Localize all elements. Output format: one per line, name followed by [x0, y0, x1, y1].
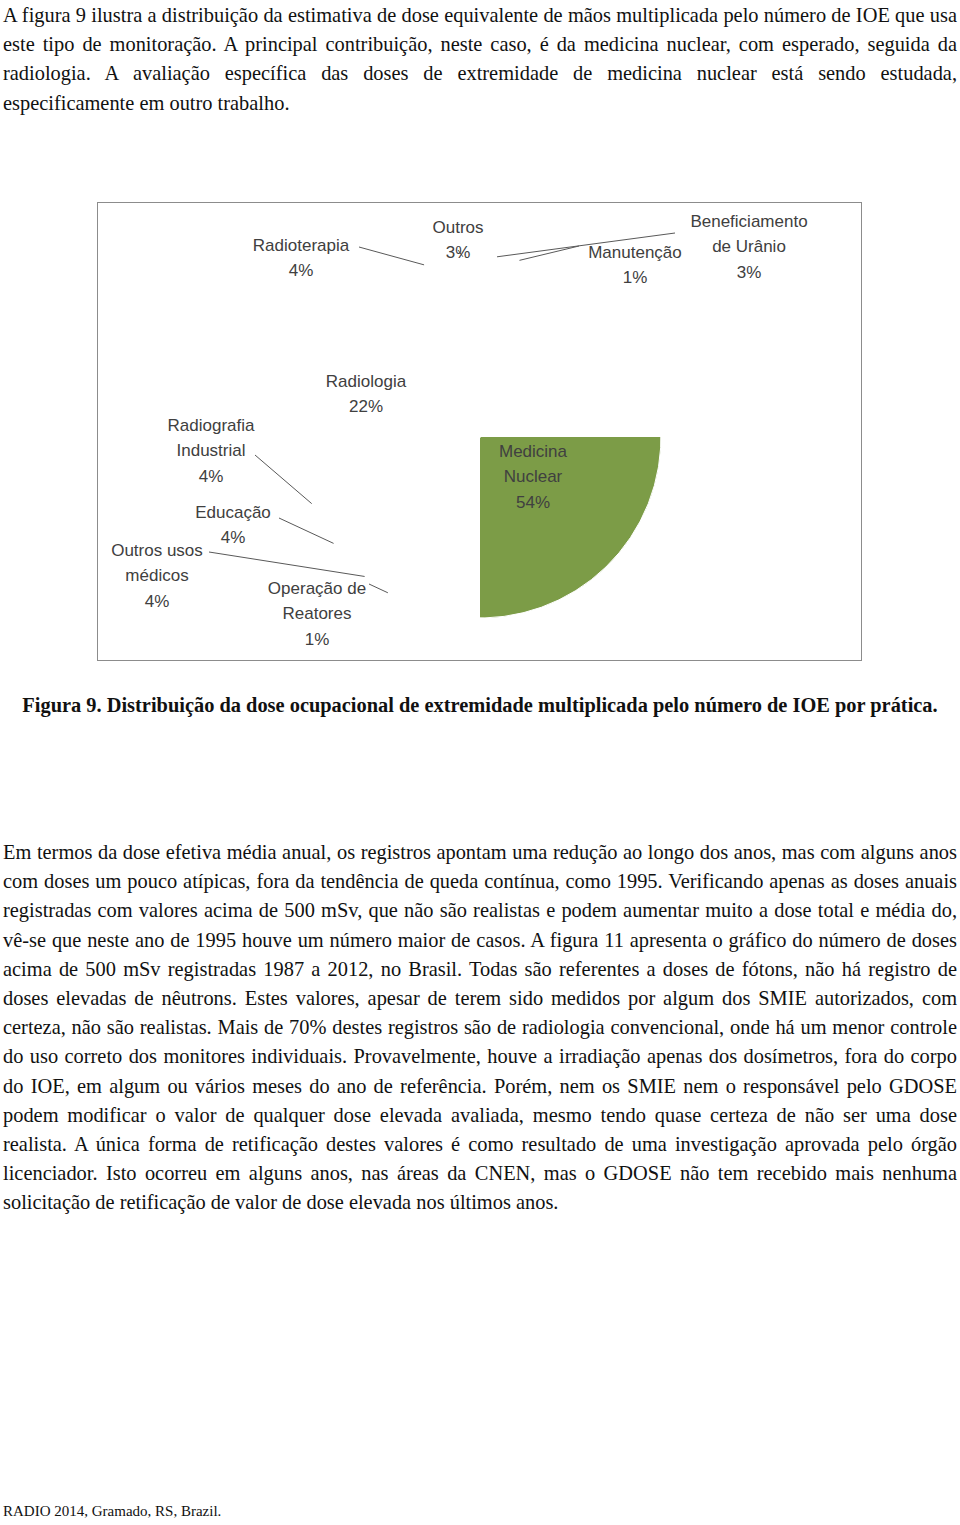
slice-label: Radioterapia [253, 236, 350, 255]
slice-label: Industrial [177, 441, 246, 460]
leader-line [279, 518, 334, 543]
pie [480, 437, 661, 618]
data-label: 22% [349, 397, 383, 416]
leader-line [209, 552, 365, 576]
data-label: 3% [446, 243, 471, 262]
slice-label: Operação de [268, 579, 366, 598]
data-label: 3% [737, 263, 762, 282]
data-label: 54% [516, 493, 550, 512]
data-label: 4% [221, 528, 246, 547]
data-label: 4% [199, 467, 224, 486]
data-label: 1% [623, 268, 648, 287]
data-label: 4% [289, 261, 314, 280]
slice-label: Educação [195, 503, 271, 522]
slice-label: médicos [125, 566, 188, 585]
slice-label: Outros [432, 218, 483, 237]
leader-line [369, 584, 388, 593]
paragraph: Em termos da dose efetiva média anual, o… [3, 838, 957, 1218]
data-label: 4% [145, 592, 170, 611]
slice [480, 437, 661, 618]
data-label: 1% [305, 630, 330, 649]
slice-label: de Urânio [712, 237, 786, 256]
leader-line [255, 455, 312, 504]
slice-label: Beneficiamento [690, 212, 807, 231]
slice-label: Radiografia [168, 416, 255, 435]
labels: Beneficiamento de Urânio 3% Manutenção 1% Med… [111, 212, 807, 649]
paragraph: A figura 9 ilustra a distribuição da est… [3, 1, 957, 118]
slice-label: Medicina [499, 442, 568, 461]
leader-line [519, 246, 579, 260]
slice-label: Radiologia [326, 372, 407, 391]
slice-label: Nuclear [504, 467, 563, 486]
slice-label: Reatores [283, 604, 352, 623]
figure-caption: Figura 9. Distribuição da dose ocupacion… [10, 691, 950, 720]
footer: RADIO 2014, Gramado, RS, Brazil. [3, 1503, 221, 1520]
slice-label: Outros usos [111, 541, 203, 560]
chart-frame [98, 203, 862, 661]
chart: Beneficiamento de Urânio 3% Manutenção 1% Med… [97, 202, 862, 661]
leader-line [359, 247, 424, 265]
slice-label: Manutenção [588, 243, 682, 262]
